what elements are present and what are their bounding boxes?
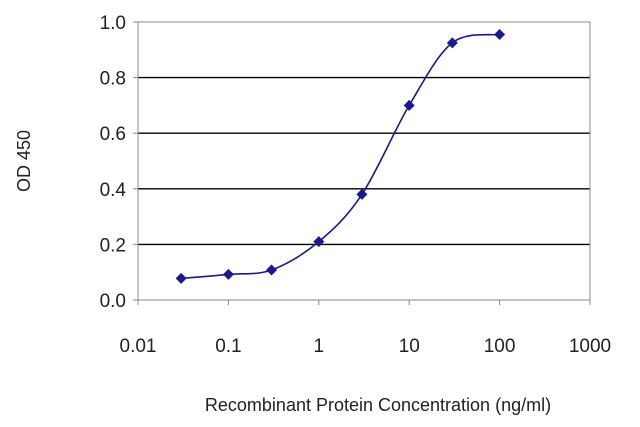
data-point-1 — [222, 268, 234, 280]
x-axis-label: Recombinant Protein Concentration (ng/ml… — [205, 395, 551, 415]
y-tick-label-5: 1.0 — [100, 13, 126, 34]
x-tick-label-3: 10 — [399, 336, 420, 357]
y-tick-label-3: 0.6 — [100, 124, 126, 145]
fit-curve — [181, 33, 500, 280]
data-point-4 — [356, 188, 368, 200]
x-tick-label-5: 1000 — [569, 336, 611, 357]
tick-labels: 0.0 0.2 0.4 0.6 0.8 1.0 0.01 0.1 1 10 100 1000 — [100, 13, 612, 357]
data-point-7 — [494, 29, 506, 41]
y-tick-label-0: 0.0 — [100, 291, 126, 312]
x-tick-label-1: 0.1 — [215, 336, 241, 357]
data-point-6 — [446, 37, 458, 49]
x-tick-label-4: 100 — [484, 336, 516, 357]
data-point-2 — [266, 264, 278, 276]
y-tick-label-4: 0.8 — [100, 69, 126, 90]
data-point-3 — [313, 236, 325, 248]
grid-lines — [138, 76, 590, 246]
x-tick-label-0: 0.01 — [120, 336, 157, 357]
data-point-0 — [175, 272, 187, 284]
data-points — [175, 29, 506, 284]
x-tick-label-2: 1 — [314, 336, 325, 357]
y-axis-label: OD 450 — [14, 130, 34, 192]
y-tick-label-1: 0.2 — [100, 235, 126, 256]
y-tick-label-2: 0.4 — [100, 180, 127, 201]
data-point-5 — [403, 99, 415, 111]
plot-area — [137, 21, 591, 301]
